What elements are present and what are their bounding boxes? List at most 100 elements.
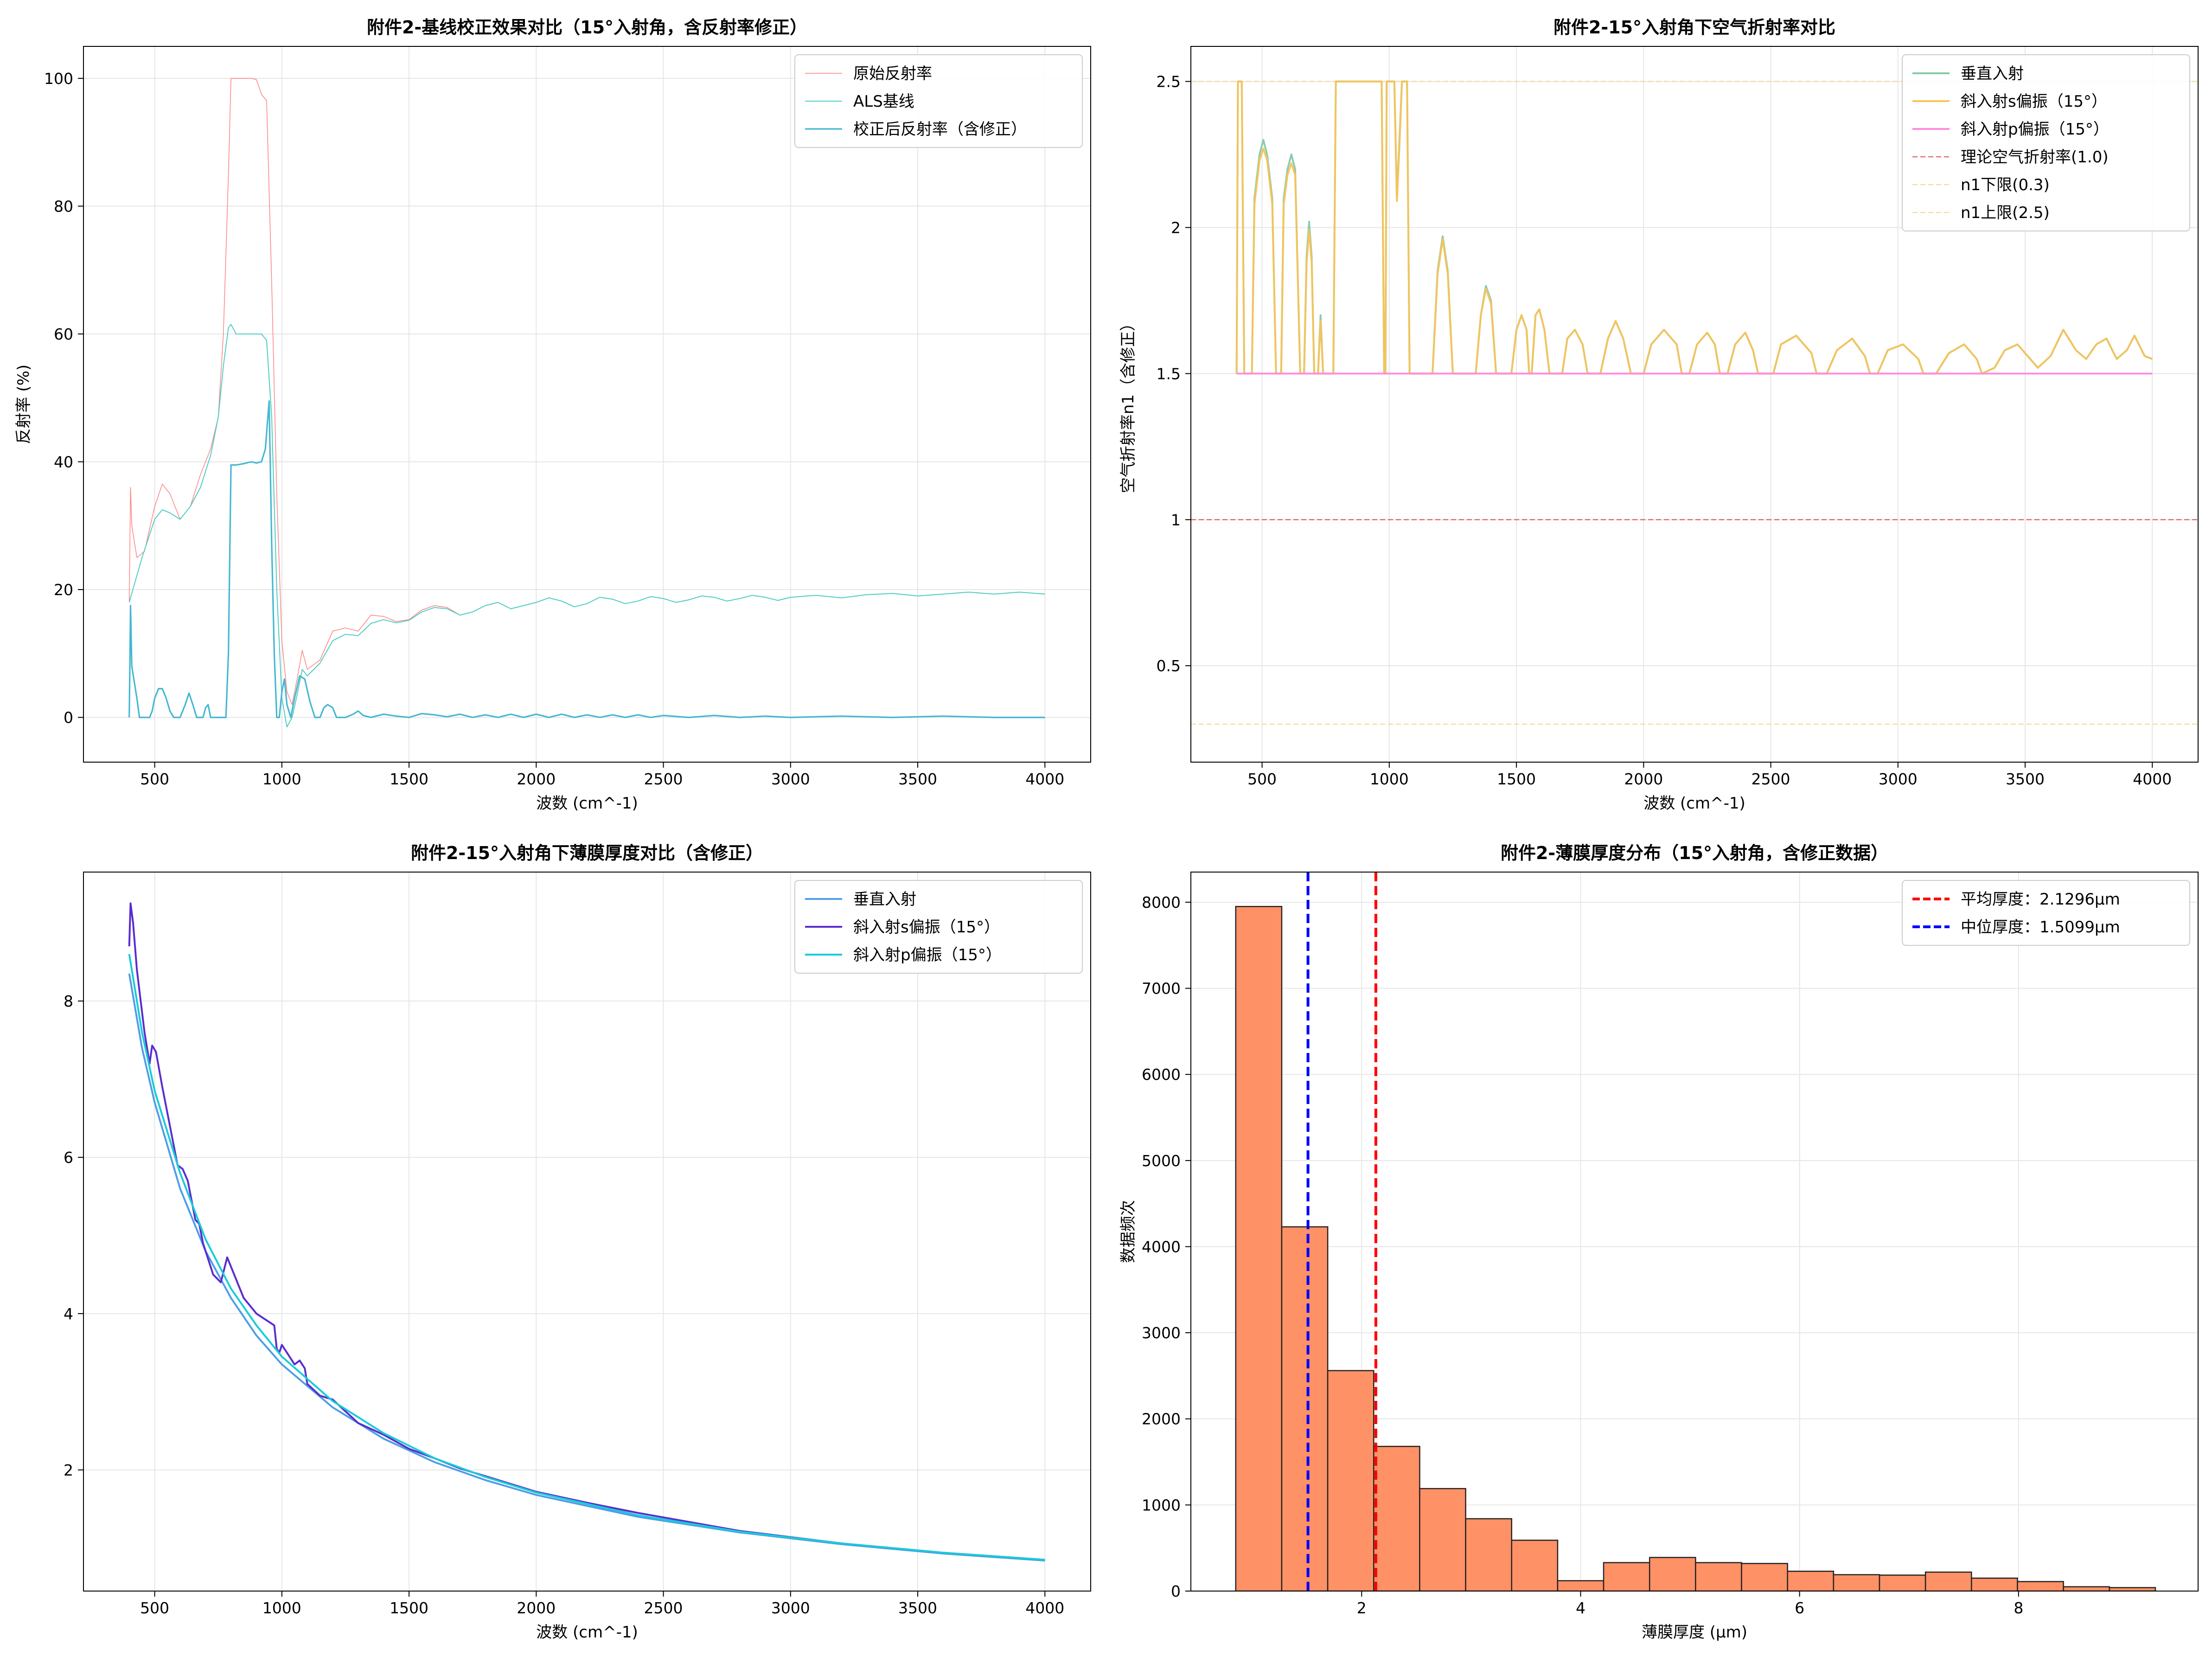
histogram-bar: [1511, 1540, 1559, 1591]
axes-frame: [1190, 872, 2199, 1592]
histogram-bar: [2109, 1587, 2156, 1591]
y-tick-label: 2000: [1142, 1410, 1181, 1428]
histogram-bar: [1787, 1571, 1835, 1591]
chart-title: 附件2-15°入射角下空气折射率对比: [1554, 17, 1835, 38]
series-line-3: [128, 954, 1045, 1561]
legend-label: n1上限(2.5): [1961, 204, 2050, 222]
x-tick-label: 3500: [898, 1599, 937, 1617]
histogram-bar: [1373, 1445, 1420, 1591]
x-tick-label: 3000: [771, 1599, 810, 1617]
x-tick-label: 2500: [1752, 770, 1790, 788]
legend-box: [794, 880, 1083, 974]
y-axis-label: 反射率 (%): [14, 365, 33, 444]
y-tick-label: 0.5: [1157, 657, 1181, 675]
y-tick-label: 4000: [1142, 1238, 1181, 1256]
x-tick-label: 3000: [771, 770, 810, 788]
legend-label: 斜入射s偏振（15°）: [1961, 92, 2107, 111]
panel-thickness-histogram: 2 4 6 8 0 1000 2000 3000 4000 5000 6000 7000 8000 附件…: [1119, 843, 2199, 1642]
x-tick-label: 2500: [644, 770, 683, 788]
legend: 平均厚度：2.1296μm 中位厚度：1.5099μm: [1902, 880, 2190, 946]
y-tick-label: 40: [54, 453, 73, 471]
x-tick-label: 500: [140, 770, 169, 788]
legend-label: 中位厚度：1.5099μm: [1961, 918, 2120, 937]
x-tick-label: 8: [2014, 1599, 2023, 1617]
legend-label: 平均厚度：2.1296μm: [1961, 890, 2120, 909]
legend-label: 理论空气折射率(1.0): [1961, 148, 2109, 167]
histogram-bar: [1649, 1557, 1696, 1591]
x-tick-label: 3500: [898, 770, 937, 788]
y-tick-label: 1.5: [1157, 365, 1181, 383]
histogram-bar: [1557, 1580, 1605, 1591]
y-tick-label: 5000: [1142, 1152, 1181, 1170]
series-line-2: [128, 324, 1045, 728]
x-tick-label: 4000: [2133, 770, 2172, 788]
x-tick-label: 1500: [390, 1599, 428, 1617]
plot-content: [1235, 872, 2156, 1591]
plot-content: [1191, 80, 2198, 725]
axes-frame: [1190, 46, 2199, 763]
x-tick-label: 2500: [644, 1599, 683, 1617]
histogram-bar: [2063, 1586, 2110, 1591]
y-tick-label: 6000: [1142, 1065, 1181, 1084]
legend-label: 斜入射s偏振（15°）: [853, 918, 1000, 937]
histogram-bar: [1281, 1226, 1329, 1591]
histogram-bar: [1235, 906, 1283, 1591]
y-axis-label: 数据频次: [1119, 1200, 1138, 1263]
histogram-bar: [1924, 1571, 1972, 1591]
plot-content: [128, 902, 1045, 1562]
y-tick-label: 20: [54, 581, 73, 599]
x-axis-label: 薄膜厚度 (μm): [1642, 1623, 1747, 1642]
x-axis-label: 波数 (cm^-1): [1643, 794, 1745, 813]
x-tick-label: 1000: [262, 1599, 301, 1617]
histogram-bar: [1695, 1562, 1742, 1591]
y-tick-label: 7000: [1142, 980, 1181, 998]
x-tick-label: 1000: [1370, 770, 1409, 788]
legend-label: 斜入射p偏振（15°）: [853, 946, 1002, 964]
x-tick-label: 4000: [1025, 770, 1064, 788]
plot-area: 500 1000 1500 2000 2500 3000 3500 4000 2 4 6 8: [64, 872, 1091, 1617]
y-tick-label: 1000: [1142, 1496, 1181, 1514]
y-tick-label: 8: [64, 992, 73, 1010]
plot-area: 500 1000 1500 2000 2500 3000 3500 4000 0.5 1 1.5 2 2…: [1157, 46, 2199, 788]
y-tick-label: 6: [64, 1149, 73, 1167]
legend-label: ALS基线: [853, 92, 914, 111]
x-axis-label: 波数 (cm^-1): [536, 1623, 638, 1642]
legend-box: [794, 54, 1083, 148]
legend-label: 垂直入射: [1961, 64, 2024, 83]
histogram-bar: [1465, 1518, 1512, 1591]
chart-title: 附件2-基线校正效果对比（15°入射角，含反射率修正）: [367, 17, 807, 38]
x-tick-label: 1500: [1497, 770, 1536, 788]
x-tick-label: 3500: [2006, 770, 2045, 788]
histogram-bar: [2017, 1581, 2064, 1591]
x-tick-label: 6: [1795, 1599, 1804, 1617]
y-tick-label: 2: [64, 1461, 73, 1479]
y-axis-label: 空气折射率n1（含修正）: [1119, 315, 1138, 493]
histogram-bar: [1603, 1562, 1650, 1591]
x-tick-label: 2000: [517, 1599, 556, 1617]
axes-frame: [83, 872, 1091, 1592]
x-tick-label: 1500: [390, 770, 428, 788]
series-line-2: [1235, 80, 2153, 375]
axes-frame: [83, 46, 1091, 763]
histogram-bar: [1327, 1370, 1375, 1591]
legend-label: 校正后反射率（含修正）: [853, 120, 1027, 139]
chart-title: 附件2-15°入射角下薄膜厚度对比（含修正）: [411, 843, 763, 863]
x-tick-label: 2000: [517, 770, 556, 788]
y-tick-label: 0: [64, 709, 73, 727]
histogram-bar: [1419, 1488, 1466, 1591]
histogram-bar: [1879, 1574, 1926, 1591]
plot-content: [128, 78, 1045, 728]
legend-label: n1下限(0.3): [1961, 176, 2050, 194]
x-tick-label: 500: [1247, 770, 1277, 788]
x-tick-label: 2000: [1624, 770, 1663, 788]
histogram-bar: [1971, 1577, 2018, 1591]
legend-box: [1902, 54, 2190, 231]
chart-title: 附件2-薄膜厚度分布（15°入射角，含修正数据）: [1501, 843, 1888, 863]
panel-baseline-correction: 500 1000 1500 2000 2500 3000 3500 4000 0 20 40 60 80…: [14, 17, 1091, 813]
legend-label: 垂直入射: [853, 890, 916, 909]
plot-area: 2 4 6 8 0 1000 2000 3000 4000 5000 6000 7000 8000: [1142, 872, 2199, 1617]
